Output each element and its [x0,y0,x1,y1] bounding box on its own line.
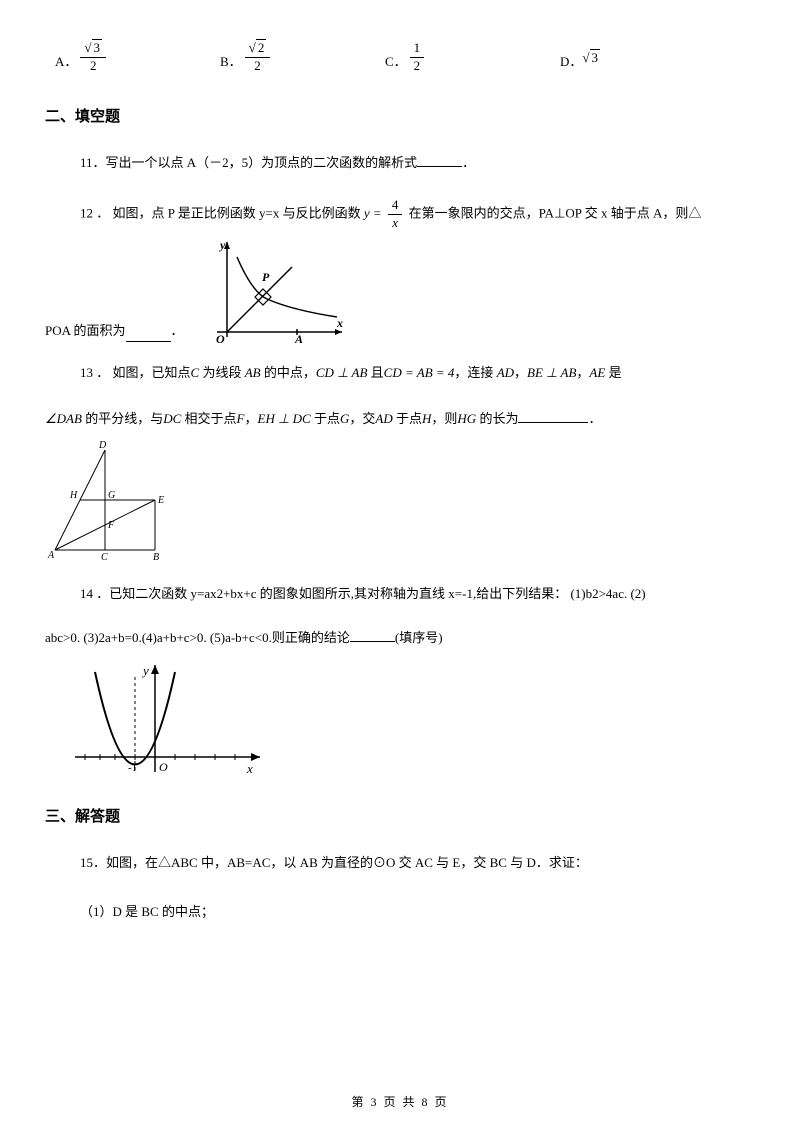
svg-text:O: O [216,332,225,346]
option-d: D． 3 [560,40,600,75]
q12-frac: 4 x [388,197,403,232]
svg-text:x: x [246,761,253,776]
question-12: 12 ． 如图，点 P 是正比例函数 y=x 与反比例函数 y = 4 x 在第… [80,197,755,342]
q12-y-eq: y = [364,206,382,221]
q12-figure: y x O P A [192,237,347,347]
svg-text:F: F [107,520,115,531]
page-footer: 第 3 页 共 8 页 [0,1093,800,1112]
q12-bottom: POA 的面积为 [45,321,126,342]
section-2-title: 二、填空题 [45,105,755,129]
question-13: 13 ． 如图，已知点C 为线段 AB 的中点，CD ⊥ AB 且CD = AB… [80,357,755,388]
svg-text:E: E [157,495,164,506]
question-13-line2: ∠DAB 的平分线，与DC 相交于点F，EH ⊥ DC 于点G，交AD 于点H，… [45,403,755,434]
q12-post: 在第一象限内的交点，PA⊥OP 交 x 轴于点 A，则△ [409,206,702,221]
q13-figure: A C B D E H G F [45,440,175,560]
q11-end: ． [462,155,475,170]
q11-blank [417,153,462,167]
option-c: C． 1 2 [385,40,560,75]
svg-text:y: y [218,238,226,252]
svg-text:x: x [336,316,343,330]
option-a: A． 3 2 [55,40,220,75]
svg-text:B: B [153,552,159,560]
svg-text:P: P [262,270,270,284]
svg-text:C: C [101,552,108,560]
svg-text:G: G [108,490,115,501]
question-11: 11．写出一个以点 A（－2，5）为顶点的二次函数的解析式 ． [80,149,755,178]
q13-pre: 13 ． 如图，已知点 [80,365,191,380]
option-a-label: A． [55,52,77,75]
q13-blank [518,409,588,423]
q14-blank [350,628,395,642]
q12-blank [126,328,171,342]
svg-text:H: H [69,490,78,501]
option-b: B． 2 2 [220,40,385,75]
svg-text:A: A [294,332,303,346]
question-15-sub1: （1）D 是 BC 的中点； [80,898,755,927]
option-b-label: B． [220,52,242,75]
q14-figure: y x O -1 [65,657,265,787]
question-14-line1: 14 ．已知二次函数 y=ax2+bx+c 的图象如图所示,其对称轴为直线 x=… [80,578,755,609]
svg-text:O: O [159,760,168,774]
svg-text:D: D [98,440,107,451]
option-c-frac: 1 2 [410,40,425,75]
q12-end: ． [171,321,184,342]
options-row: A． 3 2 B． 2 2 C． 1 2 D． 3 [45,40,755,75]
question-15: 15．如图，在△ABC 中，AB=AC，以 AB 为直径的⊙O 交 AC 与 E… [80,849,755,878]
svg-text:y: y [141,663,149,678]
option-d-label: D． [560,52,582,75]
option-b-frac: 2 2 [245,40,271,75]
section-3-title: 三、解答题 [45,805,755,829]
option-a-frac: 3 2 [80,40,106,75]
q11-text: 11．写出一个以点 A（－2，5）为顶点的二次函数的解析式 [80,155,417,170]
q12-pre: 12 ． 如图，点 P 是正比例函数 y=x 与反比例函数 [80,206,364,221]
question-14-line2: abc>0. (3)2a+b=0.(4)a+b+c>0. (5)a-b+c<0.… [45,624,755,653]
option-c-label: C． [385,52,407,75]
svg-text:A: A [47,550,55,560]
